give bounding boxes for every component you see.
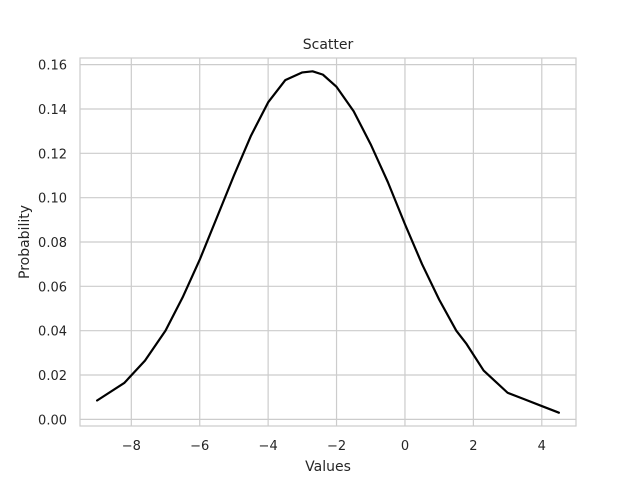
x-tick-label: 2: [469, 439, 477, 454]
x-tick-label: −6: [190, 439, 209, 454]
x-tick-label: −8: [122, 439, 141, 454]
x-tick-label: −4: [259, 439, 278, 454]
y-tick-label: 0.02: [38, 369, 67, 384]
y-tick-label: 0.04: [38, 325, 67, 340]
series-group: [96, 70, 560, 414]
y-tick-label: 0.08: [38, 236, 67, 251]
y-tick-label: 0.14: [38, 103, 67, 118]
plot-frame: [79, 57, 577, 427]
y-tick-label: 0.12: [38, 147, 67, 162]
chart-title: Scatter: [303, 37, 354, 53]
x-tick-label: 0: [401, 439, 409, 454]
y-tick-label: 0.16: [38, 59, 67, 74]
grid: [80, 58, 576, 426]
y-axis-label: Probability: [17, 205, 33, 279]
x-axis-label: Values: [305, 459, 351, 475]
x-tick-label: −2: [327, 439, 346, 454]
x-tick-labels: −8 −6 −4 −2 0 2 4: [122, 439, 546, 454]
x-tick-label: 4: [538, 439, 546, 454]
series-line: [96, 70, 560, 414]
y-tick-label: 0.06: [38, 280, 67, 295]
y-tick-labels: 0.00 0.02 0.04 0.06 0.08 0.10 0.12 0.14 0.16: [38, 59, 67, 429]
y-tick-label: 0.10: [38, 192, 67, 207]
y-tick-label: 0.00: [38, 413, 67, 428]
